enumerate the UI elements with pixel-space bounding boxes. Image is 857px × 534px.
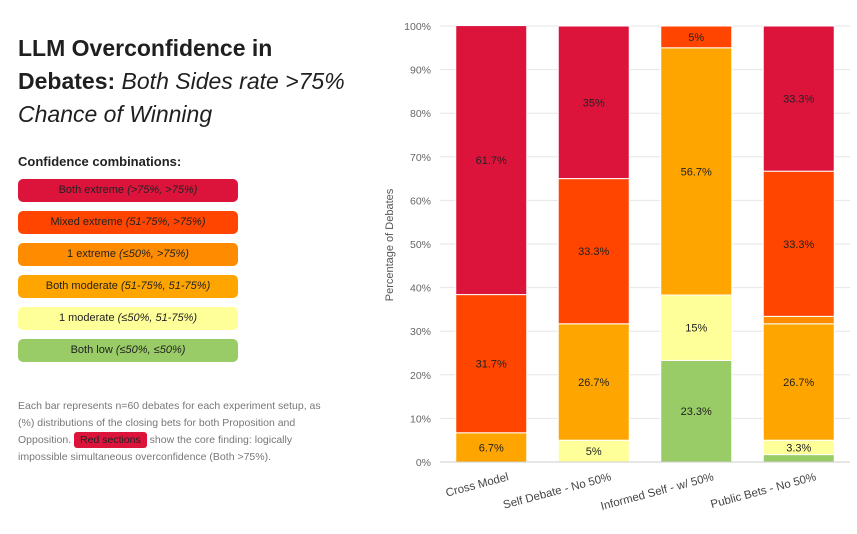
data-label: 26.7% [578, 377, 609, 389]
bar-segment [557, 178, 630, 325]
y-tick-label: 20% [410, 370, 431, 382]
left-panel: LLM Overconfidence in Debates: Both Side… [18, 32, 348, 371]
data-label: 33.3% [783, 94, 814, 106]
legend-item-range: (>75%, >75%) [127, 184, 198, 196]
title-bold: LLM Overconfidence in Debates: [18, 35, 273, 94]
data-label: 35% [583, 97, 605, 109]
legend-item: 1 extreme (≤50%, >75%) [18, 243, 238, 266]
legend-item-range: (51-75%, >75%) [125, 216, 206, 228]
legend-item: Both low (≤50%, ≤50%) [18, 339, 238, 362]
footnote-text: Each bar represents n=60 debates for eac… [18, 400, 321, 446]
data-label: 33.3% [783, 239, 814, 251]
bar-segment [762, 25, 835, 172]
y-tick-label: 40% [410, 283, 431, 295]
legend-item-label: Both moderate [45, 280, 121, 292]
page-title: LLM Overconfidence in Debates: Both Side… [18, 32, 348, 131]
y-tick-label: 60% [410, 195, 431, 207]
legend-item-range: (≤50%, >75%) [119, 248, 189, 260]
red-sections-tag: Red sections [74, 432, 147, 448]
footnote-text-end: show the core finding: logically impossi… [18, 434, 293, 463]
y-tick-label: 0% [416, 457, 431, 469]
data-label: 23.3% [681, 406, 712, 418]
legend-item: Both moderate (51-75%, 51-75%) [18, 275, 238, 298]
bar-segment [660, 47, 733, 296]
y-tick-label: 90% [410, 65, 431, 77]
legend-item-label: Mixed extreme [50, 216, 126, 228]
data-label: 61.7% [476, 155, 507, 167]
x-tick-label: Cross Model [445, 471, 510, 499]
y-tick-label: 100% [404, 21, 431, 33]
bar-segment [762, 323, 835, 441]
legend-item: Mixed extreme (51-75%, >75%) [18, 211, 238, 234]
data-label: 33.3% [578, 246, 609, 258]
y-axis-label: Percentage of Debates [384, 188, 396, 301]
legend-item-label: Both low [70, 344, 116, 356]
legend-item-range: (≤50%, 51-75%) [117, 312, 198, 324]
bar-segment [660, 294, 733, 361]
data-label: 6.7% [479, 442, 504, 454]
legend-item-range: (≤50%, ≤50%) [115, 344, 186, 356]
x-tick-label: Self Debate - No 50% [502, 471, 613, 511]
bar-segment [455, 25, 528, 296]
bar-segment [762, 454, 835, 463]
legend-item-label: 1 extreme [67, 248, 120, 260]
legend-item-label: Both extreme [58, 184, 128, 196]
legend: Both extreme (>75%, >75%) Mixed extreme (… [18, 179, 348, 362]
data-label: 5% [688, 32, 704, 44]
y-tick-label: 50% [410, 239, 431, 251]
data-label: 5% [586, 446, 602, 458]
y-tick-label: 30% [410, 326, 431, 338]
y-tick-label: 80% [410, 108, 431, 120]
bar-segment [557, 323, 630, 441]
x-tick-label: Public Bets - No 50% [709, 471, 817, 511]
title-italic: Both Sides rate >75% Chance of Winning [18, 68, 345, 127]
data-label: 3.3% [786, 442, 811, 454]
y-tick-label: 10% [410, 413, 431, 425]
legend-item-label: 1 moderate [58, 312, 118, 324]
x-tick-label: Informed Self - w/ 50% [600, 471, 715, 513]
bar-segment [660, 359, 733, 463]
data-label: 56.7% [681, 166, 712, 178]
legend-item: Both extreme (>75%, >75%) [18, 179, 238, 202]
bar-segment [762, 170, 835, 317]
legend-item: 1 moderate (≤50%, 51-75%) [18, 307, 238, 330]
footnote: Each bar represents n=60 debates for eac… [18, 398, 338, 466]
bar-segment [762, 315, 835, 325]
y-tick-label: 70% [410, 152, 431, 164]
data-label: 15% [685, 323, 707, 335]
data-label: 31.7% [476, 359, 507, 371]
legend-item-range: (51-75%, 51-75%) [120, 280, 211, 292]
bar-segment [557, 25, 630, 180]
legend-heading: Confidence combinations: [18, 154, 182, 169]
data-label: 26.7% [783, 377, 814, 389]
bar-segment [660, 25, 733, 49]
